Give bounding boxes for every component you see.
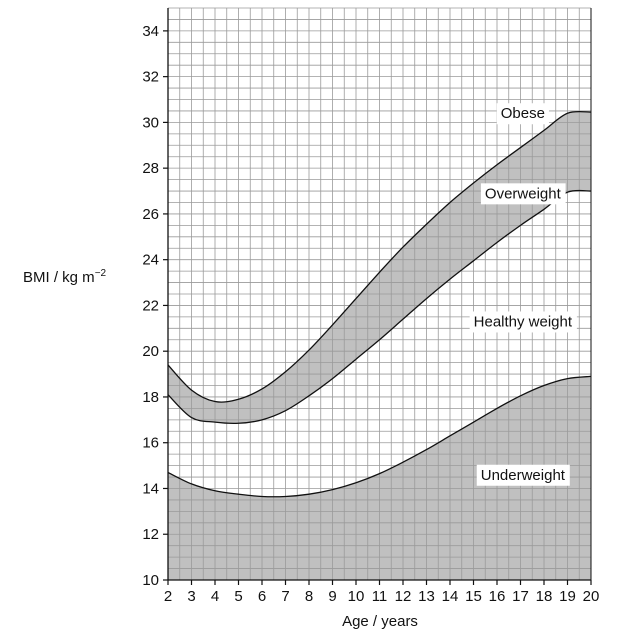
y-axis-label: BMI / kg m−2 [23,268,106,286]
axes [163,8,592,585]
x-tick-label: 17 [512,588,529,605]
x-tick-label: 2 [164,588,172,605]
zone-labels: Obese Overweight Healthy weight Underweight [469,103,577,486]
x-tick-label: 20 [583,588,600,605]
zone-label: Overweight [480,183,566,205]
x-tick-label: 18 [536,588,553,605]
x-tick-label: 16 [489,588,506,605]
zone-label-text: Underweight [481,467,566,484]
y-tick-label: 34 [142,23,159,40]
x-tick-label: 6 [258,588,266,605]
x-tick-label: 13 [418,588,435,605]
y-tick-label: 14 [142,480,159,497]
y-tick-label: 16 [142,435,159,452]
x-tick-label: 4 [211,588,219,605]
x-tick-label: 15 [465,588,482,605]
series-line-2 [167,189,592,425]
zone-label: Healthy weight [469,311,577,333]
y-tick-label: 18 [142,389,159,406]
y-tick-label: 12 [142,526,159,543]
zone-label-text: Overweight [485,185,562,202]
x-axis-label: Age / years [342,613,418,630]
y-tick-label: 28 [142,160,159,177]
y-tick-label: 20 [142,343,159,360]
zone-label-text: Obese [501,105,545,122]
y-axis-label-text: BMI / kg m [23,269,95,286]
x-tick-label: 8 [305,588,313,605]
y-tick-label: 26 [142,206,159,223]
series-line-1 [167,375,592,498]
x-tick-label: 9 [328,588,336,605]
series-lines [167,110,592,498]
zone-label: Obese [496,103,549,125]
y-tick-label: 22 [142,297,159,314]
zone-label-text: Healthy weight [474,313,573,330]
y-tick-label: 30 [142,114,159,131]
zone-label: Underweight [476,464,570,486]
y-tick-label: 24 [142,252,159,269]
zone-label-box [476,464,570,486]
zone-label-box [496,103,549,125]
zone-label-box [480,183,566,205]
y-axis-label-exponent: −2 [94,268,107,279]
x-tick-label: 12 [395,588,412,605]
x-tick-label: 10 [348,588,365,605]
x-tick-label: 11 [372,588,388,605]
x-tick-label: 19 [559,588,576,605]
x-tick-label: 7 [281,588,289,605]
zone-label-box [469,311,577,333]
x-tick-label: 14 [442,588,459,605]
y-tick-label: 10 [142,572,159,589]
x-tick-label: 5 [234,588,242,605]
y-tick-label: 32 [142,69,159,86]
x-tick-label: 3 [187,588,195,605]
series-line-3 [167,110,592,403]
